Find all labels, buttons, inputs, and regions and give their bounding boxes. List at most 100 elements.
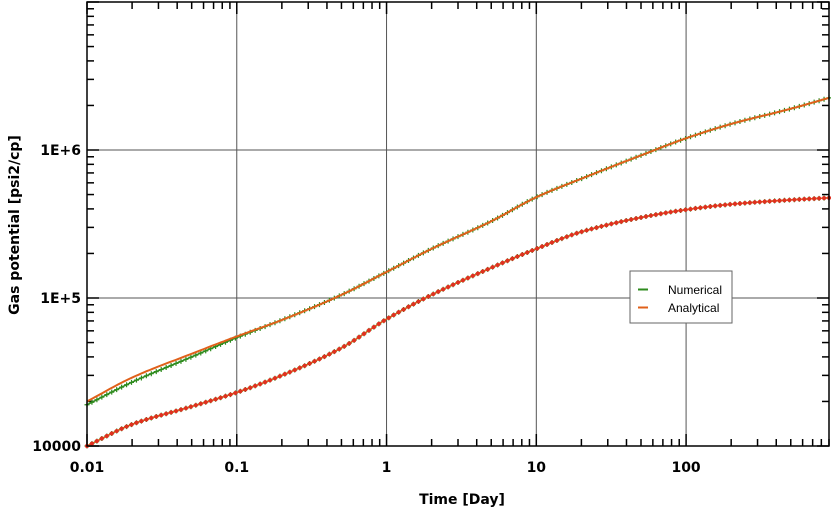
series-point-analytical-lower — [569, 232, 574, 238]
series-point-analytical-lower — [633, 216, 639, 221]
series-point-analytical-lower — [371, 324, 377, 330]
series-point-analytical-lower — [559, 236, 564, 241]
series-point-numerical-upper — [163, 365, 169, 371]
series-point-analytical-lower — [787, 197, 792, 203]
series-point-analytical-lower — [648, 213, 654, 218]
series-point-numerical-upper — [129, 379, 135, 385]
series-point-analytical-lower — [228, 392, 233, 397]
series-point-analytical-lower — [624, 218, 629, 223]
series-point-analytical-lower — [554, 238, 560, 243]
series-point-analytical-lower — [723, 202, 728, 207]
series-point-analytical-lower — [678, 208, 683, 213]
series-point-analytical-lower — [208, 398, 213, 403]
series-point-analytical-lower — [465, 275, 470, 281]
series-point-analytical-lower — [183, 406, 189, 411]
series-point-analytical-lower — [366, 328, 372, 333]
series-point-analytical-lower — [198, 401, 203, 406]
series-point-analytical-lower — [391, 312, 396, 318]
series-point-analytical-lower — [337, 346, 342, 352]
series-point-numerical-upper — [114, 387, 120, 393]
series-point-analytical-lower — [307, 361, 312, 366]
series-point-analytical-lower — [218, 395, 223, 400]
series-line-analytical-upper — [86, 96, 830, 403]
series-point-numerical-upper — [124, 382, 130, 388]
series-point-analytical-lower — [737, 201, 743, 206]
series-point-analytical-lower — [792, 197, 797, 202]
series-point-analytical-lower — [515, 254, 520, 259]
series-point-analytical-lower — [762, 199, 767, 204]
series-point-analytical-lower — [817, 196, 822, 201]
series-point-analytical-lower — [327, 352, 332, 357]
series-point-analytical-lower — [564, 234, 569, 239]
series-line-numerical-upper — [86, 97, 830, 406]
y-tick-labels: 10000 1E+5 1E+6 — [32, 143, 81, 455]
series-point-analytical-lower — [396, 310, 401, 315]
series-point-analytical-lower — [139, 418, 144, 424]
series-point-analytical-lower — [203, 400, 208, 405]
series-point-analytical-lower — [525, 250, 530, 255]
x-axis-title: Time [Day] — [419, 492, 505, 508]
legend-box — [629, 270, 733, 324]
series-point-numerical-upper — [158, 367, 164, 373]
series-point-analytical-lower — [673, 209, 678, 214]
series-point-analytical-lower — [683, 207, 688, 212]
series-point-analytical-lower — [178, 407, 184, 412]
series-point-numerical-upper — [183, 356, 189, 362]
series-point-analytical-lower — [401, 307, 406, 312]
legend-label-numerical: Numerical — [668, 283, 722, 297]
series-point-analytical-lower — [159, 413, 164, 418]
series-point-analytical-lower — [361, 331, 367, 336]
x-tick-label: 10 — [527, 460, 547, 476]
series-point-analytical-lower — [322, 354, 327, 359]
series-point-analytical-lower — [772, 198, 777, 204]
series-point-analytical-lower — [312, 359, 317, 364]
series-point-analytical-lower — [168, 410, 174, 415]
series-point-numerical-upper — [133, 377, 139, 383]
y-tick-label: 1E+6 — [40, 143, 81, 159]
x-tick-labels: 0.01 0.1 1 10 100 — [70, 460, 701, 476]
y-axis-title: Gas potential [psi2/cp] — [7, 135, 23, 315]
series-point-numerical-upper — [143, 373, 149, 379]
legend: Numerical Analytical — [629, 270, 733, 324]
series-point-analytical-lower — [584, 228, 589, 233]
series-point-analytical-lower — [802, 197, 807, 202]
series-point-analytical-lower — [347, 341, 352, 346]
series-point-analytical-lower — [386, 315, 391, 320]
series-point-numerical-upper — [99, 394, 105, 400]
series-point-analytical-lower — [708, 204, 713, 209]
series-point-analytical-lower — [89, 441, 95, 446]
series-point-analytical-lower — [579, 229, 584, 234]
series-point-analytical-lower — [238, 389, 243, 394]
y-tick-label: 1E+5 — [40, 291, 81, 307]
series-point-analytical-lower — [485, 267, 490, 272]
series-point-analytical-lower — [258, 381, 263, 387]
series-point-numerical-upper — [89, 399, 95, 405]
series-point-analytical-lower — [614, 220, 619, 225]
x-tick-label: 0.01 — [70, 460, 105, 476]
series-point-analytical-lower — [663, 210, 668, 215]
series-point-analytical-lower — [742, 200, 748, 206]
series-point-numerical-upper — [173, 360, 179, 366]
series-point-analytical-lower — [727, 202, 733, 207]
series-point-numerical-upper — [138, 375, 144, 381]
series-point-analytical-lower — [411, 302, 416, 307]
series-point-analytical-lower — [188, 404, 193, 409]
series-point-analytical-lower — [243, 387, 248, 392]
series-point-analytical-lower — [609, 221, 614, 226]
series-point-analytical-lower — [421, 296, 426, 302]
series-point-analytical-lower — [302, 363, 307, 368]
series-point-analytical-lower — [530, 248, 535, 253]
series-point-analytical-lower — [154, 414, 159, 419]
series-point-analytical-lower — [520, 252, 525, 257]
series-point-analytical-lower — [698, 205, 703, 210]
series-point-analytical-lower — [505, 258, 510, 263]
series-point-analytical-lower — [441, 287, 446, 292]
series-point-analytical-lower — [713, 203, 718, 209]
series-point-analytical-lower — [332, 349, 337, 354]
series-point-analytical-lower — [510, 256, 515, 261]
minor-ticks — [86, 1, 830, 447]
series-point-numerical-upper — [153, 369, 159, 375]
series-point-analytical-lower — [233, 390, 238, 396]
series-point-numerical-upper — [94, 397, 100, 403]
